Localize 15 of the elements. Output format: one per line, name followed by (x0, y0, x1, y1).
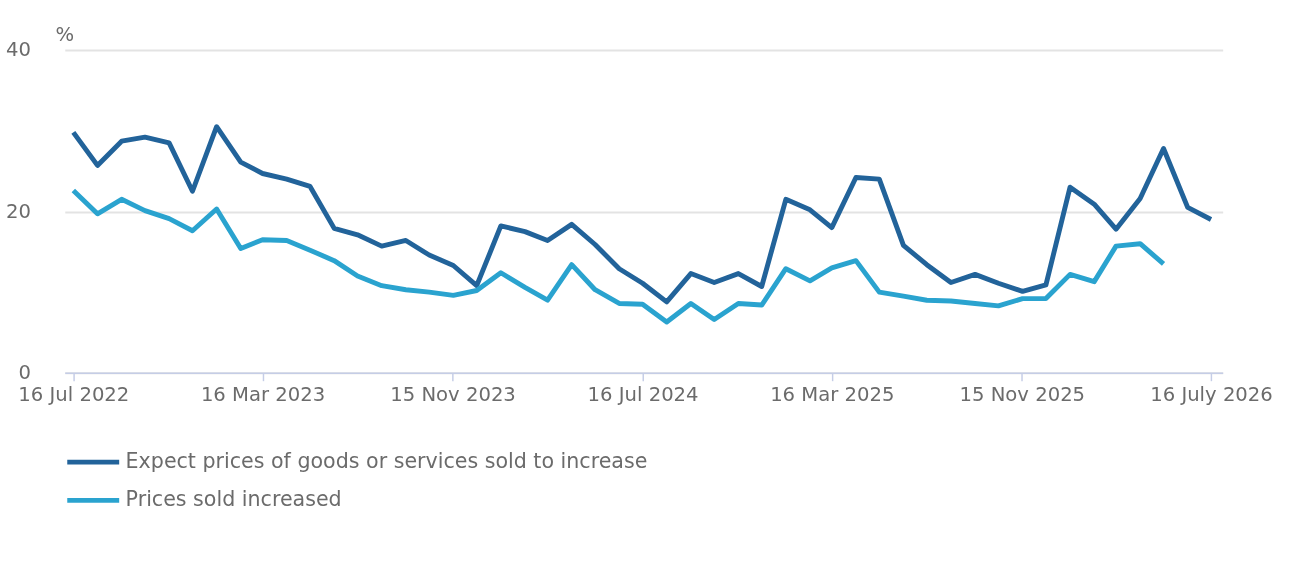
y-axis-title: % (55, 22, 75, 46)
legend-label: Prices sold increased (125, 487, 342, 512)
line-series (70, 187, 1166, 325)
y-tick-label: 20 (5, 199, 31, 223)
x-tick-label: 15 Nov 2025 (959, 382, 1086, 406)
x-tick-label: 16 July 2026 (1150, 382, 1273, 406)
x-tick-label: 16 Mar 2025 (770, 382, 895, 406)
y-tick-label: 0 (18, 361, 31, 385)
x-tick-label: 16 Jul 2024 (587, 382, 699, 406)
legend-label: Expect prices of goods or services sold to increase (125, 449, 648, 474)
x-tick-label: 15 Nov 2023 (390, 382, 516, 406)
line-series (70, 124, 1214, 305)
x-tick-label: 16 Mar 2023 (200, 382, 326, 406)
x-tick-label: 16 Jul 2022 (18, 382, 130, 406)
y-tick-label: 40 (5, 38, 31, 62)
